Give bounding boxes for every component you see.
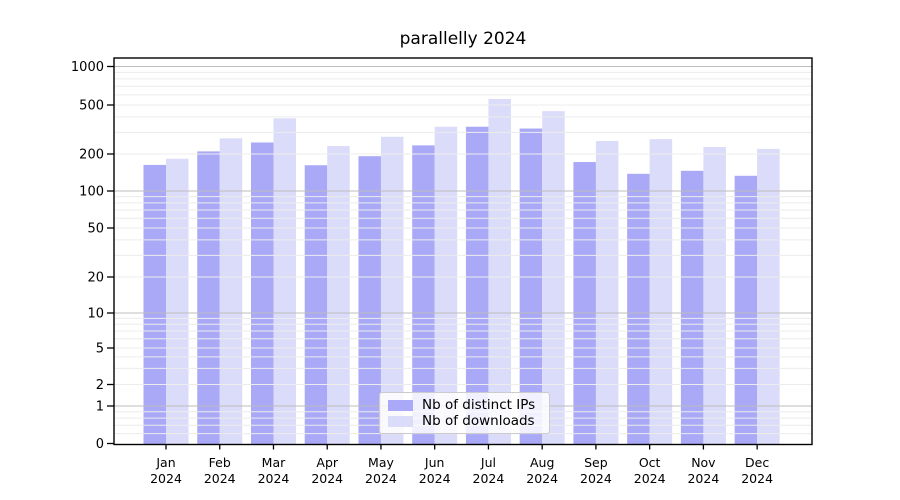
x-tick-label-year: 2024 — [365, 471, 397, 486]
x-tick-label-month: Sep — [584, 455, 608, 470]
bar-distinct-ips-sep — [573, 162, 596, 445]
x-tick-label-month: Feb — [209, 455, 231, 470]
bar-downloads-mar — [273, 118, 296, 445]
x-tick-label-month: May — [368, 455, 394, 470]
bar-distinct-ips-mar — [250, 142, 274, 445]
bar-downloads-may — [380, 136, 404, 445]
bar-downloads-jun — [434, 126, 458, 445]
bar-downloads-dec — [757, 148, 780, 445]
x-tick-label-month: Nov — [691, 455, 716, 470]
y-tick-label: 10 — [87, 307, 104, 322]
x-tick-label-month: Aug — [530, 455, 554, 470]
y-tick-label: 20 — [87, 271, 104, 286]
x-tick-label-year: 2024 — [150, 471, 182, 486]
bar-distinct-ips-feb — [197, 151, 220, 445]
bar-distinct-ips-aug — [519, 128, 543, 445]
x-tick-label-year: 2024 — [204, 471, 236, 486]
legend: Nb of distinct IPs Nb of downloads — [379, 392, 550, 434]
x-tick-label-year: 2024 — [419, 471, 451, 486]
bar-distinct-ips-dec — [734, 175, 758, 445]
legend-swatch-distinct-ips — [388, 399, 413, 411]
x-tick-label-year: 2024 — [580, 471, 612, 486]
bar-downloads-aug — [542, 111, 565, 445]
x-tick-label-month: Jul — [480, 455, 496, 470]
y-tick-label: 200 — [79, 148, 104, 163]
x-tick-label-year: 2024 — [473, 471, 505, 486]
y-tick-label: 50 — [87, 222, 104, 237]
x-tick-label-month: Mar — [262, 455, 286, 470]
legend-row: Nb of distinct IPs — [388, 397, 541, 413]
plot-border — [113, 57, 813, 446]
x-tick-label-year: 2024 — [526, 471, 558, 486]
bar-downloads-apr — [327, 146, 350, 445]
bar-downloads-feb — [219, 138, 243, 445]
bar-downloads-oct — [649, 139, 673, 445]
bar-distinct-ips-nov — [680, 170, 704, 445]
x-tick-label-month: Dec — [745, 455, 769, 470]
legend-label-distinct-ips: Nb of distinct IPs — [422, 397, 536, 413]
bar-downloads-nov — [703, 146, 726, 445]
chart-title: parallelly 2024 — [399, 29, 527, 49]
x-tick-label-year: 2024 — [258, 471, 290, 486]
x-tick-label-year: 2024 — [741, 471, 773, 486]
y-tick-label: 2 — [96, 378, 104, 393]
y-tick-label: 0 — [96, 437, 104, 452]
y-tick-label: 5 — [96, 342, 104, 357]
legend-row: Nb of downloads — [388, 413, 541, 429]
bar-distinct-ips-jun — [412, 145, 435, 445]
legend-label-downloads: Nb of downloads — [422, 413, 535, 429]
bar-downloads-jan — [166, 158, 189, 445]
bar-downloads-jul — [488, 99, 511, 445]
x-tick-label-year: 2024 — [634, 471, 666, 486]
x-tick-label-year: 2024 — [311, 471, 343, 486]
bar-downloads-sep — [595, 141, 619, 445]
bar-distinct-ips-apr — [304, 165, 328, 445]
x-tick-label-year: 2024 — [687, 471, 719, 486]
y-tick-label: 500 — [79, 99, 104, 114]
x-tick-label-month: Apr — [316, 455, 338, 470]
legend-swatch-downloads — [388, 415, 413, 427]
x-tick-label-month: Oct — [639, 455, 661, 470]
bar-distinct-ips-may — [358, 156, 381, 445]
y-tick-label: 100 — [79, 185, 104, 200]
y-tick-label: 1 — [96, 400, 104, 415]
x-tick-label-month: Jan — [155, 455, 175, 470]
bar-distinct-ips-oct — [627, 173, 650, 445]
bar-distinct-ips-jan — [143, 164, 166, 445]
bar-distinct-ips-jul — [465, 126, 489, 445]
x-tick-label-month: Jun — [424, 455, 445, 470]
y-tick-label: 1000 — [71, 60, 104, 75]
